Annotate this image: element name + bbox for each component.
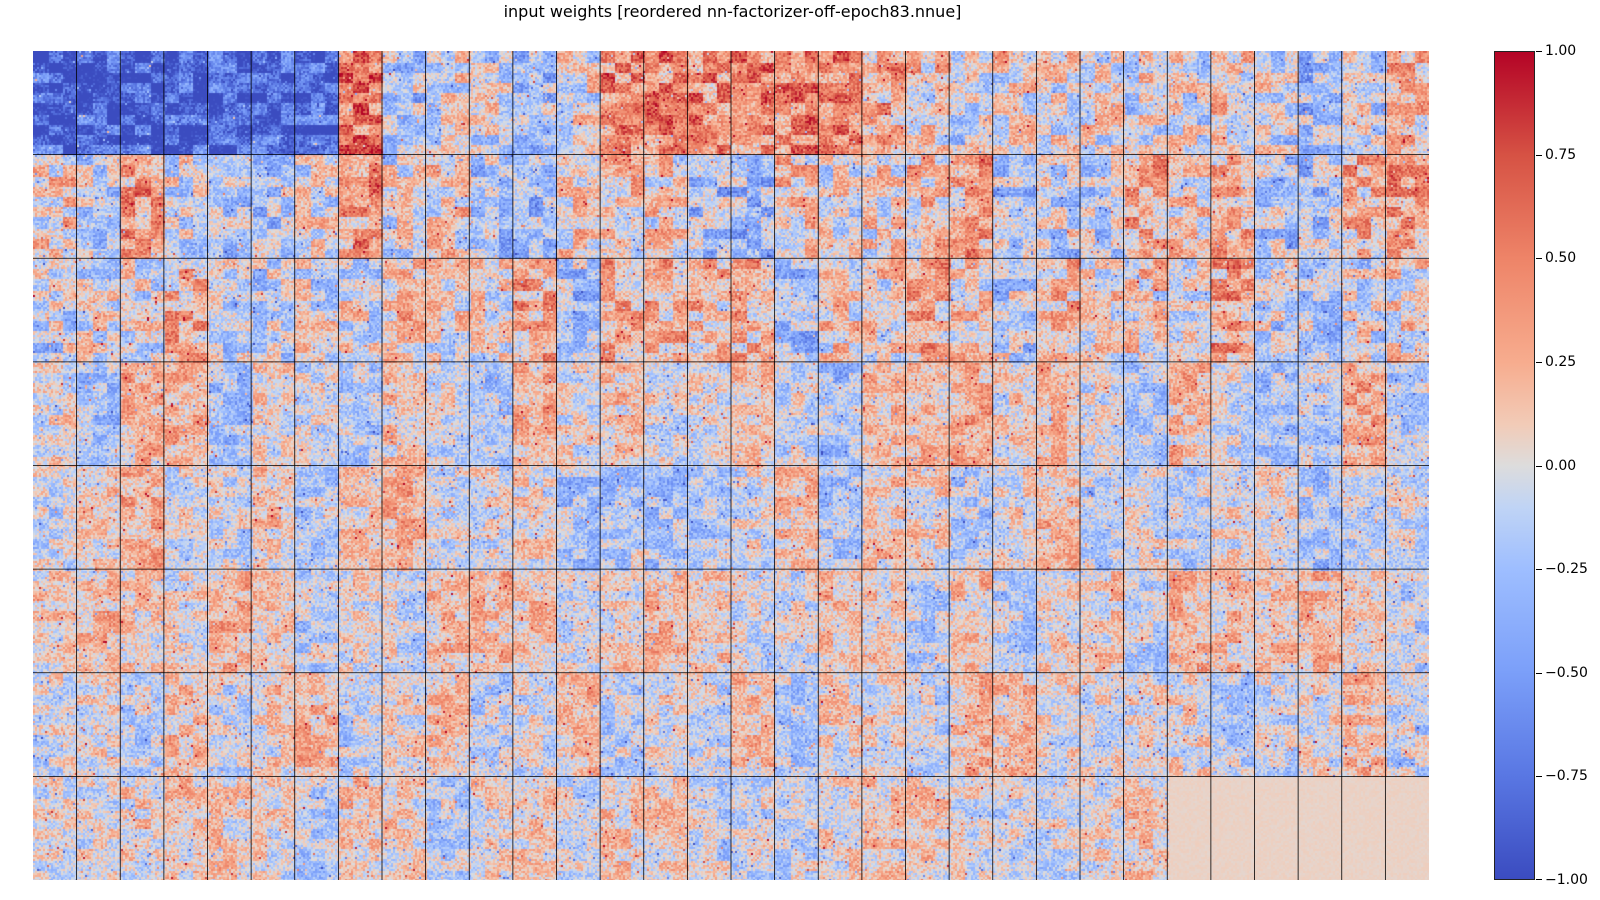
- colorbar-tick-label: −1.00: [1545, 872, 1588, 888]
- colorbar-tick: [1536, 258, 1542, 260]
- colorbar-tick-label: −0.50: [1545, 664, 1588, 681]
- colorbar-tick-label: 1.00: [1545, 43, 1577, 59]
- colorbar-tick-label: 0.25: [1545, 353, 1577, 370]
- colorbar-tick-label: 0.00: [1545, 457, 1577, 474]
- colorbar-tick: [1536, 51, 1542, 52]
- colorbar-tick: [1536, 569, 1542, 571]
- chart-title: input weights [reordered nn-factorizer-o…: [503, 2, 962, 21]
- colorbar-tick: [1536, 879, 1542, 880]
- colorbar: [1494, 51, 1535, 880]
- colorbar-tick: [1536, 361, 1542, 363]
- colorbar-tick: [1536, 465, 1542, 467]
- colorbar-tick: [1536, 776, 1542, 778]
- colorbar-tick-label: 0.50: [1545, 250, 1577, 267]
- colorbar-tick: [1536, 672, 1542, 674]
- colorbar-tick-label: 0.75: [1545, 146, 1577, 163]
- block-grid: [33, 51, 1429, 880]
- colorbar-tick-label: −0.25: [1545, 561, 1588, 578]
- colorbar-tick-label: −0.75: [1545, 768, 1588, 785]
- colorbar-tick: [1536, 154, 1542, 156]
